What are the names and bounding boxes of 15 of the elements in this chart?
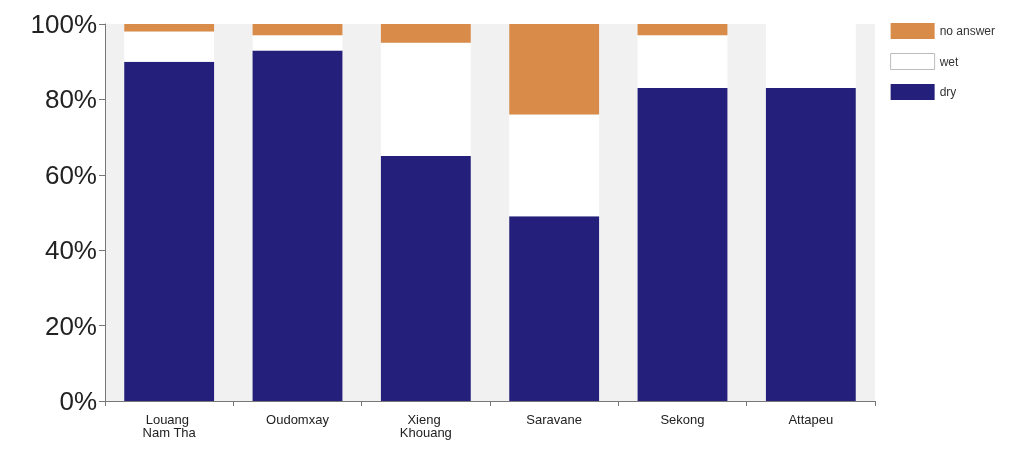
x-tick-label: Xieng Khouang xyxy=(399,412,452,440)
legend-label: no answer xyxy=(939,24,996,38)
y-tick-label: 40% xyxy=(44,235,97,266)
legend-label: dry xyxy=(939,85,957,99)
y-tick-label: 20% xyxy=(44,310,97,341)
x-tick-label: Saravane xyxy=(526,412,582,427)
y-tick-label: 100% xyxy=(30,9,97,39)
x-tick-label: Attapeu xyxy=(788,412,834,427)
y-tick-label: 80% xyxy=(44,84,97,115)
legend-label: wet xyxy=(938,54,959,69)
x-tick-label: Oudomxay xyxy=(266,412,330,427)
y-tick-label: 60% xyxy=(44,159,97,190)
x-tick-label: Sekong xyxy=(660,412,705,427)
y-tick-label: 0% xyxy=(59,386,97,416)
x-tick-label: Louang Nam Tha xyxy=(142,412,197,440)
